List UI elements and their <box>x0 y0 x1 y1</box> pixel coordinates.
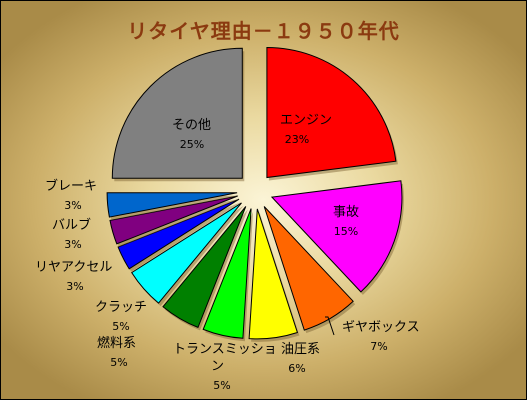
slice-value-label: 3% <box>66 280 83 293</box>
slice-value-label: 5% <box>110 356 127 369</box>
slice-value-label: 6% <box>288 362 305 375</box>
slice-value-label: 3% <box>64 199 81 212</box>
pie-slice <box>266 46 397 179</box>
slice-value-label: 7% <box>370 340 387 353</box>
pie-slice <box>202 208 252 339</box>
pie-slice <box>263 206 354 331</box>
slice-value-label: 5% <box>213 379 230 392</box>
slice-label: クラッチ <box>95 300 147 315</box>
chart-title: リタイヤ理由－１９５０年代 <box>127 19 400 43</box>
pie-slice <box>106 192 238 218</box>
slice-label: 油圧系 <box>281 342 320 357</box>
slice-label: ン <box>211 359 224 374</box>
slice-label: その他 <box>172 118 211 133</box>
pie-slice <box>270 180 403 293</box>
slice-label: ギヤボックス <box>342 320 420 335</box>
slice-label: バルブ <box>52 217 91 233</box>
pie-slice <box>111 47 243 179</box>
slice-value-label: 3% <box>64 238 81 251</box>
pie-slice <box>117 198 240 270</box>
slice-value-label: 15% <box>334 225 358 238</box>
pie-slice <box>131 202 242 304</box>
slice-label: エンジン <box>280 113 332 128</box>
slice-label: リヤアクセル <box>35 260 112 275</box>
slice-value-label: 5% <box>112 320 129 333</box>
pie-slice <box>248 208 299 340</box>
slice-label: ブレーキ <box>45 178 97 194</box>
pie-slice <box>162 206 247 329</box>
slice-label: 事故 <box>333 205 359 220</box>
leader-line <box>325 316 335 336</box>
slice-value-label: 23% <box>285 133 309 146</box>
pie-slice <box>109 195 238 245</box>
slice-label: トランスミッショ <box>173 342 277 357</box>
slice-label: 燃料系 <box>97 335 136 351</box>
slice-value-label: 25% <box>180 138 204 151</box>
pie-slice-shadow <box>112 199 240 247</box>
